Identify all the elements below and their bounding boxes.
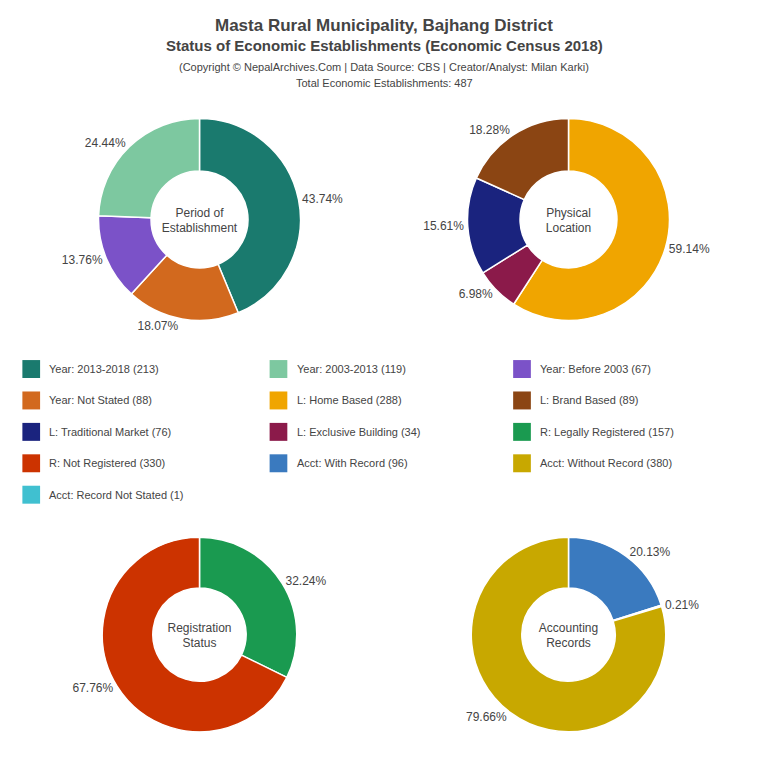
svg-text:Masta Rural Municipality, Bajh: Masta Rural Municipality, Bajhang Distri… — [215, 16, 553, 35]
svg-text:L: Home Based (288): L: Home Based (288) — [297, 394, 402, 406]
svg-text:Total Economic Establishments:: Total Economic Establishments: 487 — [296, 77, 473, 89]
svg-text:L: Exclusive Building (34): L: Exclusive Building (34) — [297, 426, 421, 438]
svg-text:(Copyright © NepalArchives.Com: (Copyright © NepalArchives.Com | Data So… — [179, 61, 589, 73]
svg-text:Year: Not Stated (88): Year: Not Stated (88) — [49, 394, 152, 406]
svg-text:0.21%: 0.21% — [665, 598, 699, 612]
svg-text:13.76%: 13.76% — [62, 253, 103, 267]
svg-text:Period ofEstablishment: Period ofEstablishment — [162, 206, 238, 236]
svg-text:20.13%: 20.13% — [629, 545, 670, 559]
svg-text:18.28%: 18.28% — [469, 123, 510, 137]
svg-text:Acct: With Record (96): Acct: With Record (96) — [297, 457, 408, 469]
svg-text:Status of Economic Establishme: Status of Economic Establishments (Econo… — [166, 37, 603, 54]
svg-text:32.24%: 32.24% — [285, 574, 326, 588]
svg-text:6.98%: 6.98% — [459, 287, 493, 301]
svg-text:Acct: Record Not Stated (1): Acct: Record Not Stated (1) — [49, 489, 184, 501]
svg-text:Year: Before 2003 (67): Year: Before 2003 (67) — [540, 363, 651, 375]
svg-text:R: Not Registered (330): R: Not Registered (330) — [49, 457, 165, 469]
svg-text:R: Legally Registered (157): R: Legally Registered (157) — [540, 426, 674, 438]
svg-text:79.66%: 79.66% — [466, 710, 507, 724]
svg-text:15.61%: 15.61% — [423, 219, 464, 233]
svg-text:59.14%: 59.14% — [669, 242, 710, 256]
svg-text:Year: 2013-2018 (213): Year: 2013-2018 (213) — [49, 363, 159, 375]
svg-text:L: Traditional Market (76): L: Traditional Market (76) — [49, 426, 171, 438]
svg-text:24.44%: 24.44% — [85, 136, 126, 150]
svg-text:67.76%: 67.76% — [72, 681, 113, 695]
svg-text:PhysicalLocation: PhysicalLocation — [546, 206, 591, 236]
svg-text:43.74%: 43.74% — [302, 192, 343, 206]
svg-text:RegistrationStatus: RegistrationStatus — [167, 621, 231, 651]
svg-text:18.07%: 18.07% — [137, 319, 178, 333]
svg-text:AccountingRecords: AccountingRecords — [539, 621, 598, 651]
svg-text:Year: 2003-2013 (119): Year: 2003-2013 (119) — [297, 363, 406, 375]
svg-text:L: Brand Based (89): L: Brand Based (89) — [540, 394, 638, 406]
svg-text:Acct: Without Record (380): Acct: Without Record (380) — [540, 457, 672, 469]
